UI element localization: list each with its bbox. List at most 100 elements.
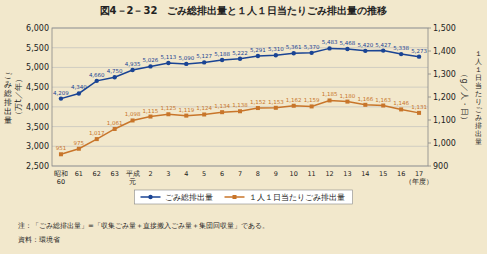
point (381, 48, 385, 52)
legend-marker (233, 195, 237, 199)
y2-tick-label: 1,000 (433, 139, 456, 148)
point (256, 106, 260, 110)
x-tick-label-line: 12 (325, 170, 333, 178)
x-tick-label-line: 平成 (126, 170, 140, 178)
point (399, 52, 403, 56)
x-tick-label-line: 4 (184, 170, 188, 178)
y2-tick-label: 1,400 (433, 47, 456, 56)
data-label: 5,026 (143, 57, 159, 63)
series-line (61, 48, 419, 98)
y2-tick-label: 1,500 (433, 24, 456, 33)
x-tick-label-line: 7 (238, 170, 242, 178)
x-tick-label-line: 元 (129, 178, 136, 186)
point (327, 46, 331, 50)
point (113, 127, 117, 131)
point (95, 137, 99, 141)
grid (52, 28, 428, 166)
plot-frame (52, 28, 428, 166)
x-tick-label: 17（年度） (405, 170, 433, 186)
x-tick-label: 11 (307, 170, 315, 178)
data-label: 5,127 (196, 53, 212, 59)
point (309, 51, 313, 55)
x-tick-label-line: 62 (93, 170, 101, 178)
x-tick-label-line: 3 (166, 170, 170, 178)
point (238, 109, 242, 113)
point (202, 112, 206, 116)
axis-side-label-char: り (475, 98, 482, 106)
y-tick-label: 5,500 (26, 44, 49, 53)
series-line (61, 100, 419, 154)
x-tick-label-line: 10 (290, 170, 298, 178)
point (166, 61, 170, 65)
grid-line (52, 126, 428, 127)
data-label: 1,098 (125, 111, 141, 117)
data-label: 5,427 (375, 42, 391, 48)
axis-side-label: ごみ総排出量 (3, 71, 13, 125)
point (345, 100, 349, 104)
x-tick-label-line: 61 (75, 170, 83, 178)
data-label: 4,750 (107, 68, 123, 74)
y-tick-label: 3,500 (26, 123, 49, 132)
note: 注：「ごみ総排出量」=「収集ごみ量＋直接搬入ごみ量＋集団回収量」である。 (18, 222, 269, 230)
data-label: 1,152 (250, 99, 266, 105)
legend-box (135, 190, 353, 204)
data-label: 1,061 (107, 120, 123, 126)
x-tick-label: 10 (290, 170, 298, 178)
data-label: 1,134 (214, 103, 230, 109)
axis-side-label-char: 日 (475, 74, 482, 82)
x-tick-label: 16 (397, 170, 405, 178)
point (381, 104, 385, 108)
x-tick-label-line: 60 (57, 178, 65, 186)
axis-side-label-char: 出 (4, 107, 12, 116)
data-label: 1,125 (161, 105, 177, 111)
y2-tick (428, 51, 431, 52)
data-label: 1,163 (375, 97, 391, 103)
data-label: 1,166 (357, 96, 373, 102)
point (202, 60, 206, 64)
axis-side-label-char: 総 (3, 89, 12, 98)
axis-side-label-char: 量 (4, 116, 12, 125)
y-tick-label: 4,000 (26, 103, 49, 112)
data-label: 1,162 (286, 97, 302, 103)
x-tick-label-line: 15 (379, 170, 387, 178)
point (274, 53, 278, 57)
point (417, 111, 421, 115)
x-tick-label-line: 昭和 (54, 170, 68, 178)
data-label: 5,222 (232, 50, 248, 56)
x-tick-label-line: 13 (343, 170, 351, 178)
grid-line (52, 87, 428, 88)
data-label: 5,113 (161, 54, 177, 60)
axis-side-label-char: 排 (4, 98, 12, 107)
point (238, 56, 242, 60)
point (130, 68, 134, 72)
y2-tick (428, 143, 431, 144)
x-tick-label: 13 (343, 170, 351, 178)
data-label: 4,209 (53, 90, 69, 96)
axis-side-label-char: １ (475, 50, 482, 58)
data-label: 5,370 (304, 44, 320, 50)
y-tick-label: 4,500 (26, 83, 49, 92)
legend-label: ごみ総排出量 (165, 193, 213, 202)
x-tick-label: 8 (256, 170, 260, 178)
data-label: 5,468 (340, 40, 356, 46)
grid-line (52, 146, 428, 147)
point (292, 104, 296, 108)
x-tick-label: 9 (274, 170, 278, 178)
x-tick-label-line: 5 (202, 170, 206, 178)
data-label: 1,124 (196, 105, 212, 111)
point (363, 49, 367, 53)
point (59, 152, 63, 156)
x-tick-label: 5 (202, 170, 206, 178)
x-tick-label: 3 (166, 170, 170, 178)
x-tick-label: 15 (379, 170, 387, 178)
data-label: 5,090 (178, 55, 194, 61)
data-label: 975 (74, 140, 85, 146)
y2-tick-label: 1,300 (433, 70, 456, 79)
point (292, 51, 296, 55)
legend: ごみ総排出量１人１日当たりごみ排出量 (135, 190, 353, 204)
axis-side-label-char: 排 (475, 122, 482, 130)
x-tick-label: 2 (148, 170, 152, 178)
data-label: 1,159 (304, 97, 320, 103)
point (328, 98, 332, 102)
y2-tick (428, 120, 431, 121)
